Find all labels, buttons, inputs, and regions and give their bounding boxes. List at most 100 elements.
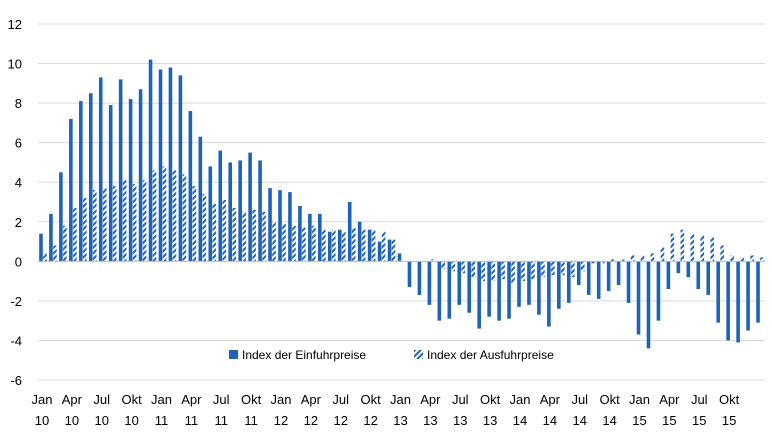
bar-einfuhr xyxy=(69,118,73,262)
bar-einfuhr xyxy=(636,261,641,335)
y-tick-label: 8 xyxy=(15,96,22,111)
bar-einfuhr xyxy=(208,166,213,262)
x-tick-label-month: Jan xyxy=(510,392,531,407)
bar-ausfuhr xyxy=(282,223,286,262)
bar-ausfuhr xyxy=(660,247,665,262)
bar-einfuhr xyxy=(98,77,103,262)
legend-swatch-einfuhr xyxy=(229,350,238,359)
bar-einfuhr xyxy=(268,188,272,262)
bar-ausfuhr xyxy=(551,261,555,276)
bar-einfuhr xyxy=(706,261,711,295)
x-tick-label-year: 15 xyxy=(692,413,706,428)
x-tick-label-year: 14 xyxy=(573,413,587,428)
bar-ausfuhr xyxy=(481,261,485,282)
x-tick-label-month: Apr xyxy=(301,392,322,407)
bar-einfuhr xyxy=(49,213,53,262)
bar-einfuhr xyxy=(248,152,252,262)
bar-ausfuhr xyxy=(630,255,635,262)
bar-einfuhr xyxy=(467,261,472,313)
bar-einfuhr xyxy=(308,213,312,262)
bar-ausfuhr xyxy=(73,207,77,262)
bar-ausfuhr xyxy=(172,170,177,262)
bar-ausfuhr xyxy=(501,261,505,280)
x-tick-label-year: 15 xyxy=(662,413,676,428)
x-tick-label-month: Okt xyxy=(600,392,621,407)
bar-ausfuhr xyxy=(680,229,685,262)
x-tick-label-month: Apr xyxy=(181,392,202,407)
y-tick-label: 6 xyxy=(15,136,22,151)
bar-einfuhr xyxy=(547,261,551,327)
bar-einfuhr xyxy=(417,261,422,295)
x-tick-label-year: 11 xyxy=(214,413,228,428)
bar-einfuhr xyxy=(128,99,133,262)
bar-ausfuhr xyxy=(112,186,117,262)
x-tick-label-year: 11 xyxy=(185,413,199,428)
bar-einfuhr xyxy=(298,205,302,262)
bar-einfuhr xyxy=(726,261,730,341)
bar-ausfuhr xyxy=(252,209,256,262)
legend: Index der Einfuhrpreise Index der Ausfuh… xyxy=(229,348,554,362)
bar-einfuhr xyxy=(646,261,651,349)
bar-einfuhr xyxy=(457,261,462,305)
bar-ausfuhr xyxy=(600,261,605,264)
bar-ausfuhr xyxy=(212,203,217,262)
bar-einfuhr xyxy=(218,150,223,262)
bar-ausfuhr xyxy=(53,245,57,262)
bar-ausfuhr xyxy=(431,259,436,262)
bar-einfuhr xyxy=(79,101,83,262)
bar-ausfuhr xyxy=(511,261,515,284)
bar-einfuhr xyxy=(606,261,611,291)
x-tick-label-month: Jan xyxy=(31,392,52,407)
bar-einfuhr xyxy=(626,261,631,303)
y-tick-label: -4 xyxy=(10,333,22,348)
bar-ausfuhr xyxy=(331,229,336,262)
bar-ausfuhr xyxy=(242,211,246,262)
bar-ausfuhr xyxy=(351,227,356,262)
bar-einfuhr xyxy=(407,261,412,288)
bar-ausfuhr xyxy=(142,180,147,262)
x-tick-label-year: 10 xyxy=(35,413,49,428)
bar-ausfuhr xyxy=(381,231,386,262)
bar-einfuhr xyxy=(557,261,561,309)
bar-ausfuhr xyxy=(730,255,734,262)
x-axis-tick-labels: Jan 10 Apr 10 Jul 10 Okt 10 Jan 11 Apr 11 Jul 11 Okt 11… xyxy=(31,392,739,428)
x-tick-label-year: 11 xyxy=(244,413,258,428)
bar-ausfuhr xyxy=(302,227,306,262)
bar-ausfuhr xyxy=(451,261,456,272)
bar-ausfuhr xyxy=(690,233,695,262)
bar-ausfuhr xyxy=(620,259,625,262)
bar-einfuhr xyxy=(746,261,750,331)
bar-ausfuhr xyxy=(122,180,127,262)
x-tick-label-year: 14 xyxy=(602,413,616,428)
bar-ausfuhr xyxy=(102,188,107,262)
x-tick-label-month: Jan xyxy=(151,392,172,407)
x-tick-label-month: Jan xyxy=(629,392,650,407)
bar-einfuhr xyxy=(527,261,531,305)
y-tick-label: 10 xyxy=(8,57,22,72)
bar-einfuhr xyxy=(686,261,691,278)
bar-einfuhr xyxy=(666,261,671,290)
x-tick-label-year: 11 xyxy=(155,413,169,428)
bar-einfuhr xyxy=(258,160,262,262)
bar-ausfuhr xyxy=(232,207,236,262)
x-tick-label-year: 14 xyxy=(543,413,557,428)
bar-einfuhr xyxy=(487,261,491,317)
bar-einfuhr xyxy=(327,231,332,262)
bar-ausfuhr xyxy=(262,211,266,262)
x-tick-label-year: 12 xyxy=(274,413,288,428)
x-tick-label-year: 13 xyxy=(453,413,467,428)
bar-einfuhr xyxy=(756,261,760,323)
bar-einfuhr xyxy=(337,229,342,262)
x-tick-label-month: Jul xyxy=(691,392,708,407)
bar-ausfuhr xyxy=(610,259,615,262)
bar-einfuhr xyxy=(537,261,541,315)
x-tick-label-month: Apr xyxy=(659,392,680,407)
x-tick-label-month: Jul xyxy=(93,392,110,407)
bar-ausfuhr xyxy=(132,184,137,262)
bar-ausfuhr xyxy=(521,261,525,282)
y-tick-label: 4 xyxy=(15,175,22,190)
x-tick-label-year: 15 xyxy=(632,413,646,428)
bar-ausfuhr xyxy=(650,253,655,262)
bar-einfuhr xyxy=(168,67,173,262)
bar-ausfuhr xyxy=(341,231,346,262)
